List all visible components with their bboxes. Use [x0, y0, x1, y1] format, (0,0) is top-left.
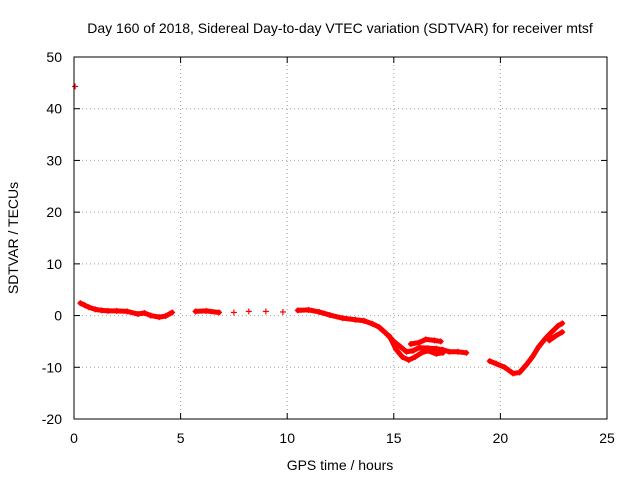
x-tick-label: 15 — [386, 430, 402, 446]
y-tick-label: 30 — [46, 152, 62, 168]
x-tick-label: 5 — [177, 430, 185, 446]
y-tick-label: 20 — [46, 204, 62, 220]
data-trace — [77, 300, 175, 320]
data-point — [245, 308, 252, 315]
data-point — [279, 308, 286, 315]
data-trace — [295, 307, 469, 356]
y-tick-label: 40 — [46, 101, 62, 117]
y-axis-label: SDTVAR / TECUs — [5, 182, 21, 294]
data-trace — [546, 329, 565, 343]
y-tick-label: 0 — [54, 308, 62, 324]
x-axis-label: GPS time / hours — [287, 457, 394, 473]
data-points — [72, 83, 566, 377]
data-trace — [408, 336, 444, 347]
grid — [74, 57, 607, 419]
data-trace — [387, 333, 446, 363]
x-tick-label: 25 — [599, 430, 615, 446]
plot-frame — [73, 56, 608, 420]
data-point — [72, 83, 79, 90]
data-trace — [487, 320, 565, 376]
axis-ticks: 0 5 10 15 20 25 -20 -10 0 10 20 30 40 50 — [42, 49, 615, 446]
data-point — [230, 309, 237, 316]
y-tick-label: 10 — [46, 256, 62, 272]
x-tick-label: 10 — [279, 430, 295, 446]
x-tick-label: 20 — [493, 430, 509, 446]
x-tick-label: 0 — [70, 430, 78, 446]
data-point — [262, 308, 269, 315]
y-tick-label: 50 — [46, 49, 62, 65]
y-tick-label: -20 — [42, 411, 62, 427]
y-tick-label: -10 — [42, 359, 62, 375]
data-trace — [193, 308, 222, 315]
chart-title: Day 160 of 2018, Sidereal Day-to-day VTE… — [87, 20, 593, 36]
